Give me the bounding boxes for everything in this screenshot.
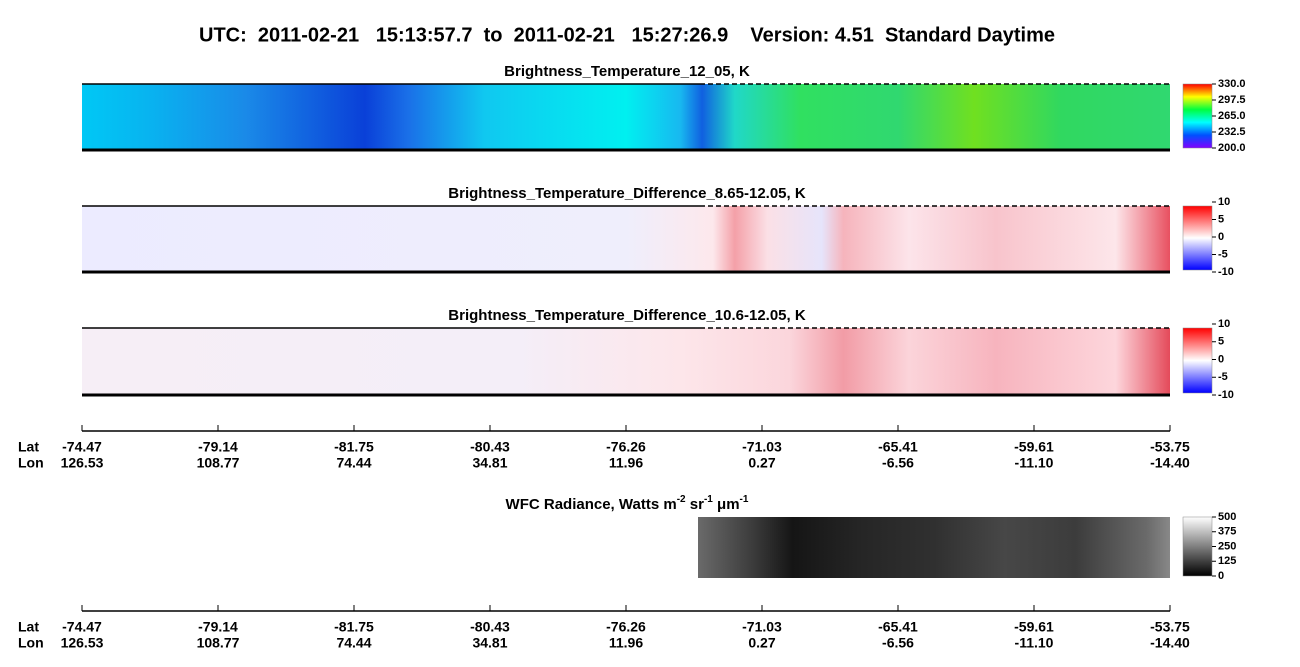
lat-label: Lat (18, 619, 39, 635)
colorbar-label: 5 (1218, 213, 1224, 225)
panel-title: WFC Radiance, Watts m-2 sr-1 μm-1 (506, 494, 749, 513)
lon-tick-label: 126.53 (61, 635, 104, 651)
colorbar-label: 265.0 (1218, 110, 1246, 122)
lat-tick-label: -76.26 (606, 439, 646, 455)
title-part: sr (686, 496, 705, 513)
lon-label: Lon (18, 455, 44, 471)
colorbar-label: -10 (1218, 266, 1234, 278)
colorbar-label: 330.0 (1218, 78, 1246, 90)
lon-tick-label: 0.27 (748, 635, 775, 651)
lat-tick-label: -59.61 (1014, 619, 1054, 635)
lon-tick-label: 108.77 (197, 455, 240, 471)
lat-tick-label: -65.41 (878, 439, 918, 455)
lat-tick-label: -71.03 (742, 619, 782, 635)
title-part: μm (713, 496, 740, 513)
colorbar-label: 0 (1218, 231, 1224, 243)
image-strip (698, 517, 1170, 578)
lat-tick-label: -81.75 (334, 619, 374, 635)
lon-tick-label: -6.56 (882, 635, 914, 651)
colorbar-label: 10 (1218, 196, 1230, 208)
lon-tick-label: -14.40 (1150, 635, 1190, 651)
lat-tick-label: -74.47 (62, 439, 102, 455)
colorbar-label: 250 (1218, 540, 1236, 552)
lat-tick-label: -76.26 (606, 619, 646, 635)
panel-title: Brightness_Temperature_Difference_10.6-1… (448, 307, 806, 324)
lat-tick-label: -81.75 (334, 439, 374, 455)
lat-tick-label: -74.47 (62, 619, 102, 635)
image-strip (82, 84, 1170, 150)
colorbar-label: 500 (1218, 511, 1236, 523)
lat-tick-label: -80.43 (470, 619, 510, 635)
lat-label: Lat (18, 439, 39, 455)
colorbar (1182, 205, 1213, 271)
colorbar-label: 5 (1218, 336, 1224, 348)
panel-title: Brightness_Temperature_Difference_8.65-1… (448, 185, 806, 202)
lon-tick-label: 34.81 (472, 635, 507, 651)
lat-tick-label: -79.14 (198, 439, 238, 455)
lon-tick-label: 0.27 (748, 455, 775, 471)
title-part: WFC Radiance, Watts m (506, 496, 677, 513)
lon-tick-label: 74.44 (336, 455, 371, 471)
image-strip (82, 328, 1170, 395)
superscript: -1 (704, 494, 713, 505)
lon-tick-label: 11.96 (609, 455, 643, 471)
lat-tick-label: -79.14 (198, 619, 238, 635)
main-title: UTC: 2011-02-21 15:13:57.7 to 2011-02-21… (199, 24, 1055, 46)
lon-tick-label: 108.77 (197, 635, 240, 651)
colorbar-label: 125 (1218, 555, 1236, 567)
lon-tick-label: -11.10 (1015, 635, 1054, 651)
colorbar-label: -10 (1218, 389, 1234, 401)
lon-label: Lon (18, 635, 44, 651)
lon-tick-label: 34.81 (472, 455, 507, 471)
colorbar (1182, 327, 1213, 394)
lat-tick-label: -71.03 (742, 439, 782, 455)
image-strip (82, 206, 1170, 272)
panel-title: Brightness_Temperature_12_05, K (504, 63, 750, 80)
colorbar (1182, 516, 1213, 577)
lon-tick-label: -14.40 (1150, 455, 1190, 471)
colorbar (1182, 83, 1213, 149)
colorbar-label: 0 (1218, 570, 1224, 582)
superscript: -1 (740, 494, 749, 505)
colorbar-label: 297.5 (1218, 94, 1246, 106)
colorbar-label: -5 (1218, 248, 1228, 260)
colorbar-label: 0 (1218, 353, 1224, 365)
lat-tick-label: -53.75 (1150, 439, 1190, 455)
colorbar-label: 375 (1218, 526, 1236, 538)
lon-tick-label: -6.56 (882, 455, 914, 471)
lon-tick-label: 74.44 (336, 635, 371, 651)
colorbar-label: 200.0 (1218, 142, 1246, 154)
lat-tick-label: -53.75 (1150, 619, 1190, 635)
lat-tick-label: -80.43 (470, 439, 510, 455)
lat-tick-label: -65.41 (878, 619, 918, 635)
lon-tick-label: -11.10 (1015, 455, 1054, 471)
colorbar-label: 10 (1218, 318, 1230, 330)
lon-tick-label: 126.53 (61, 455, 104, 471)
lon-tick-label: 11.96 (609, 635, 643, 651)
colorbar-label: 232.5 (1218, 126, 1246, 138)
colorbar-label: -5 (1218, 371, 1228, 383)
superscript: -2 (677, 494, 686, 505)
lat-tick-label: -59.61 (1014, 439, 1054, 455)
